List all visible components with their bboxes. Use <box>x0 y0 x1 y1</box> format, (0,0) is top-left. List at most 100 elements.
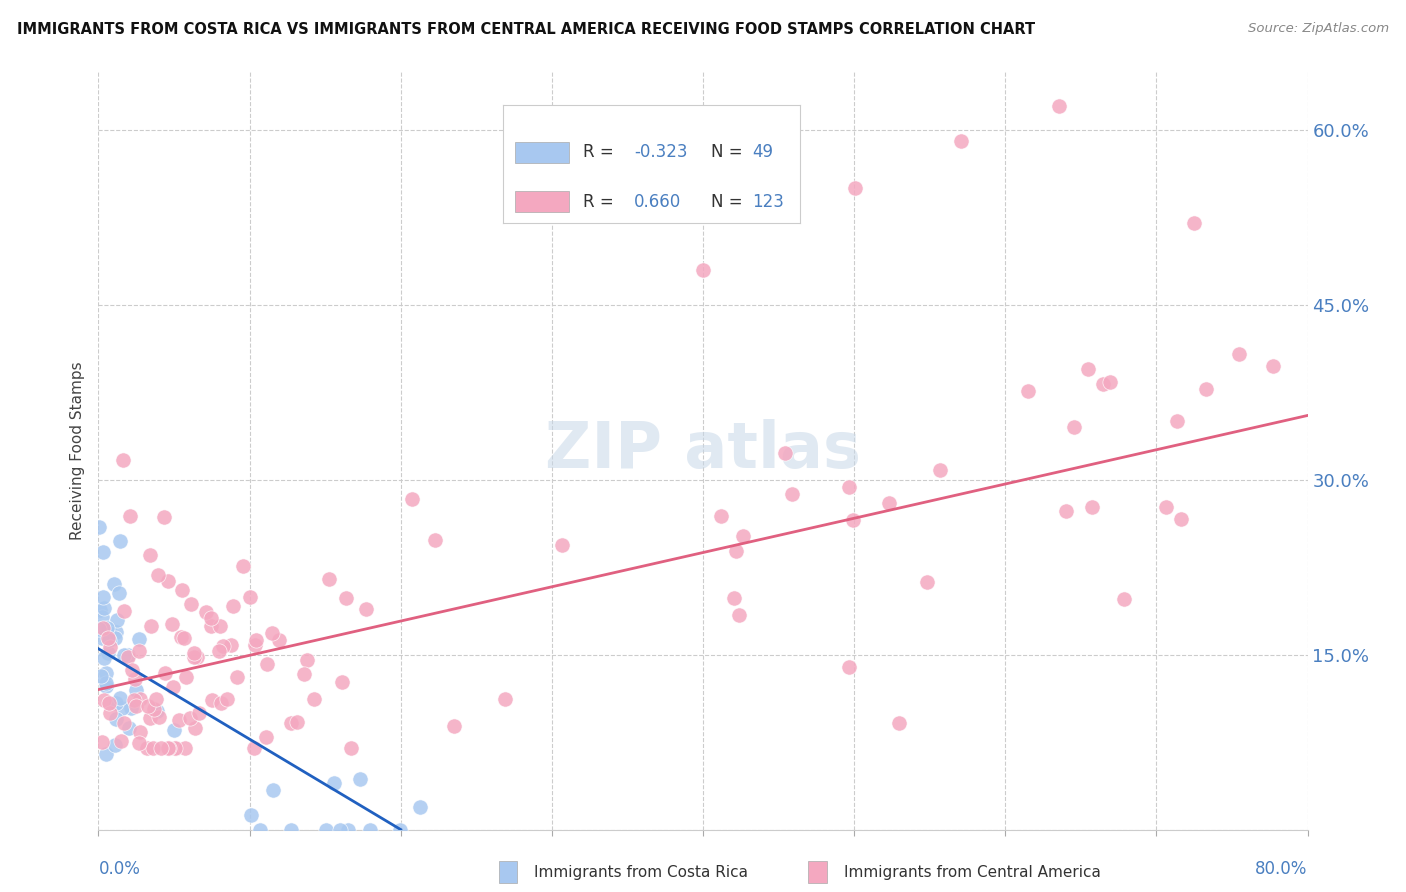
Point <box>98 622 121 636</box>
Point <box>423 533 446 547</box>
Point <box>121 663 143 677</box>
Point <box>96 679 118 693</box>
Point <box>139 548 162 562</box>
Point <box>280 822 302 837</box>
Point <box>93 600 115 615</box>
Point <box>773 446 796 460</box>
Point <box>889 715 911 730</box>
Point <box>782 487 804 501</box>
Point <box>104 738 127 752</box>
Point <box>117 649 139 664</box>
Point <box>844 181 866 195</box>
Point <box>183 650 205 665</box>
Point <box>245 638 267 652</box>
Point <box>239 808 262 822</box>
Point <box>841 513 863 527</box>
Point <box>1054 504 1077 518</box>
Point <box>91 590 114 604</box>
Point <box>692 262 714 277</box>
Point <box>723 591 745 605</box>
Point <box>91 544 114 558</box>
Point <box>110 733 132 747</box>
Point <box>176 669 198 683</box>
Point <box>153 665 176 680</box>
Point <box>221 639 243 653</box>
Point <box>401 491 423 506</box>
Point <box>145 691 167 706</box>
Point <box>117 648 139 663</box>
Point <box>494 692 516 706</box>
Point <box>167 713 190 727</box>
Point <box>336 822 359 837</box>
Point <box>124 672 146 686</box>
Point <box>89 623 111 637</box>
Point <box>90 669 112 683</box>
Point <box>322 776 344 790</box>
Point <box>354 601 377 615</box>
Point <box>443 718 465 732</box>
Point <box>118 721 141 735</box>
Point <box>104 624 127 639</box>
Text: Immigrants from Central America: Immigrants from Central America <box>844 865 1101 880</box>
Point <box>1017 384 1039 398</box>
Point <box>94 747 117 762</box>
Point <box>145 704 167 718</box>
Point <box>148 709 170 723</box>
Point <box>349 772 371 786</box>
Point <box>104 631 127 645</box>
Point <box>1261 359 1284 374</box>
Point <box>128 644 150 658</box>
Point <box>184 722 207 736</box>
Point <box>360 822 382 837</box>
Point <box>143 702 166 716</box>
Point <box>1154 500 1177 514</box>
Point <box>292 667 315 681</box>
Point <box>120 701 142 715</box>
Text: 80.0%: 80.0% <box>1256 860 1308 878</box>
Point <box>245 633 267 648</box>
Point <box>1227 347 1250 361</box>
Point <box>173 740 195 755</box>
Point <box>97 633 120 648</box>
Point <box>180 597 202 611</box>
Point <box>409 799 432 814</box>
Point <box>710 508 733 523</box>
Point <box>128 736 150 750</box>
Point <box>335 591 357 605</box>
Point <box>1166 413 1188 427</box>
Point <box>157 574 180 588</box>
Point <box>877 496 900 510</box>
Point <box>125 699 148 714</box>
Point <box>1098 375 1121 389</box>
Point <box>97 646 120 660</box>
Point <box>107 586 129 600</box>
Point <box>330 675 353 690</box>
Point <box>112 715 135 730</box>
Point <box>91 734 114 748</box>
Point <box>179 711 201 725</box>
Point <box>222 599 245 614</box>
Text: 0.0%: 0.0% <box>98 860 141 878</box>
Point <box>128 632 150 646</box>
Point <box>1182 216 1205 230</box>
Point <box>157 740 180 755</box>
Point <box>254 730 277 744</box>
Point <box>295 652 318 666</box>
Point <box>232 558 254 573</box>
Point <box>136 740 159 755</box>
Point <box>211 696 233 710</box>
Point <box>98 696 121 710</box>
Point <box>105 613 128 627</box>
Point <box>128 724 150 739</box>
Point <box>225 670 247 684</box>
Point <box>165 740 187 755</box>
Point <box>105 712 128 726</box>
Point <box>1047 99 1070 113</box>
Point <box>111 701 134 715</box>
Point <box>551 538 574 552</box>
Point <box>1114 591 1136 606</box>
Point <box>929 462 952 476</box>
Point <box>142 740 165 755</box>
Point <box>118 509 141 524</box>
Point <box>280 715 302 730</box>
